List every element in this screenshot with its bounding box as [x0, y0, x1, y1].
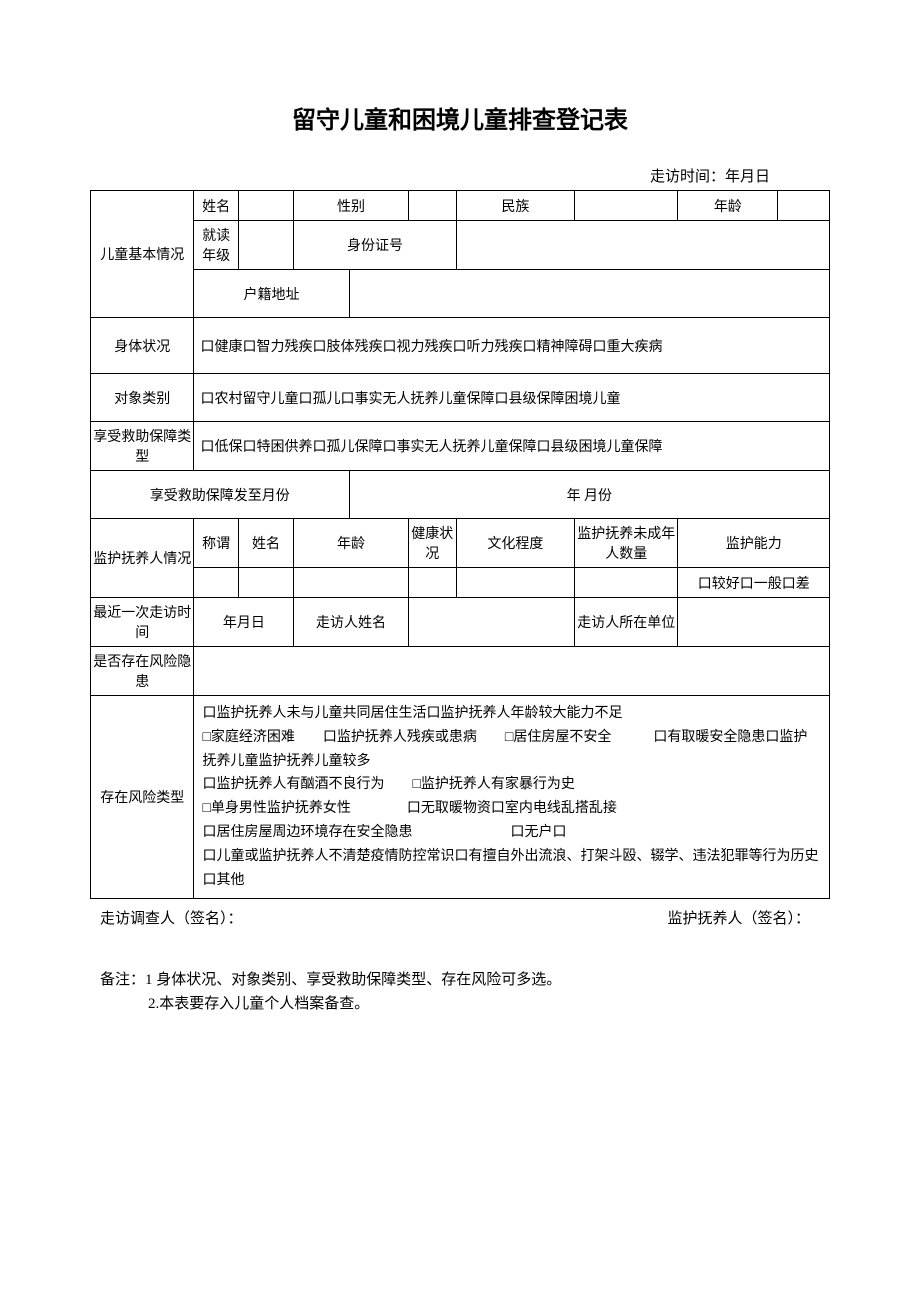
field-object-options[interactable]: 口农村留守儿童口孤儿口事实无人抚养儿童保障口县级保障困境儿童 [194, 374, 830, 422]
label-grade: 就读年级 [194, 221, 238, 270]
risk-line: 口居住房屋周边环境存在安全隐患 口无户口 [202, 821, 821, 845]
field-health-options[interactable]: 口健康口智力残疾口肢体残疾口视力残疾口听力残疾口精神障碍口重大疾病 [194, 318, 830, 374]
field-g-minors[interactable] [574, 568, 677, 598]
label-age: 年龄 [678, 191, 778, 221]
registration-table: 儿童基本情况 姓名 性别 民族 年龄 就读年级 身份证号 户籍地址 身体状况 口… [90, 190, 830, 899]
notes-section: 备注：1 身体状况、对象类别、享受救助保障类型、存在风险可多选。 2.本表要存入… [90, 968, 830, 1016]
label-address: 户籍地址 [194, 270, 349, 318]
form-title: 留守儿童和困境儿童排查登记表 [90, 100, 830, 135]
field-last-visit[interactable]: 年月日 [194, 598, 294, 647]
field-g-edu[interactable] [456, 568, 574, 598]
field-grade[interactable] [238, 221, 293, 270]
risk-line: □单身男性监护抚养女性 口无取暖物资口室内电线乱搭乱接 [202, 797, 821, 821]
field-assist-options[interactable]: 口低保口特困供养口孤儿保障口事实无人抚养儿童保障口县级困境儿童保障 [194, 422, 830, 471]
label-ethnicity: 民族 [456, 191, 574, 221]
field-address[interactable] [349, 270, 829, 318]
field-relation[interactable] [194, 568, 238, 598]
field-g-name[interactable] [238, 568, 293, 598]
field-gender[interactable] [408, 191, 456, 221]
risk-line: 口监护抚养人有酗酒不良行为 □监护抚养人有家暴行为史 [202, 773, 821, 797]
risk-line: □家庭经济困难 口监护抚养人残疾或患病 □居住房屋不安全 口有取暖安全隐患口监护… [202, 726, 821, 774]
field-age[interactable] [778, 191, 830, 221]
label-g-name: 姓名 [238, 519, 293, 568]
label-health-status: 身体状况 [91, 318, 194, 374]
field-visitor-unit[interactable] [678, 598, 830, 647]
field-name[interactable] [238, 191, 293, 221]
field-has-risk[interactable] [194, 647, 830, 696]
label-g-minors: 监护抚养未成年人数量 [574, 519, 677, 568]
field-id-number[interactable] [456, 221, 829, 270]
label-visitor-name: 走访人姓名 [294, 598, 409, 647]
label-g-health: 健康状况 [408, 519, 456, 568]
field-visitor-name[interactable] [408, 598, 574, 647]
label-assist-month: 享受救助保障发至月份 [91, 471, 350, 519]
label-has-risk: 是否存在风险隐患 [91, 647, 194, 696]
label-last-visit: 最近一次走访时间 [91, 598, 194, 647]
field-g-health[interactable] [408, 568, 456, 598]
field-g-ability[interactable]: 口较好口一般口差 [678, 568, 830, 598]
field-g-age[interactable] [294, 568, 409, 598]
guardian-signature-label: 监护抚养人（签名）： [667, 907, 810, 928]
signatures-row: 走访调查人（签名）： 监护抚养人（签名）： [90, 907, 830, 928]
label-name: 姓名 [194, 191, 238, 221]
label-g-edu: 文化程度 [456, 519, 574, 568]
risk-line: 口监护抚养人未与儿童共同居住生活口监护抚养人年龄较大能力不足 [202, 702, 821, 726]
label-basic-info: 儿童基本情况 [91, 191, 194, 318]
label-guardian: 监护抚养人情况 [91, 519, 194, 598]
label-g-ability: 监护能力 [678, 519, 830, 568]
label-gender: 性别 [294, 191, 409, 221]
label-assist-type: 享受救助保障类型 [91, 422, 194, 471]
field-assist-month[interactable]: 年 月份 [349, 471, 829, 519]
label-relation: 称谓 [194, 519, 238, 568]
label-risk-type: 存在风险类型 [91, 696, 194, 899]
note-line: 备注：1 身体状况、对象类别、享受救助保障类型、存在风险可多选。 [100, 968, 830, 992]
label-visitor-unit: 走访人所在单位 [574, 598, 677, 647]
label-object-type: 对象类别 [91, 374, 194, 422]
label-id-number: 身份证号 [294, 221, 457, 270]
field-ethnicity[interactable] [574, 191, 677, 221]
field-risk-type[interactable]: 口监护抚养人未与儿童共同居住生活口监护抚养人年龄较大能力不足 □家庭经济困难 口… [194, 696, 830, 899]
investigator-signature-label: 走访调查人（签名）： [100, 907, 243, 928]
visit-time-label: 走访时间：年月日 [90, 165, 830, 186]
note-line: 2.本表要存入儿童个人档案备查。 [100, 992, 830, 1016]
label-g-age: 年龄 [294, 519, 409, 568]
risk-line: 口儿童或监护抚养人不清楚疫情防控常识口有擅自外出流浪、打架斗殴、辍学、违法犯罪等… [202, 845, 821, 893]
